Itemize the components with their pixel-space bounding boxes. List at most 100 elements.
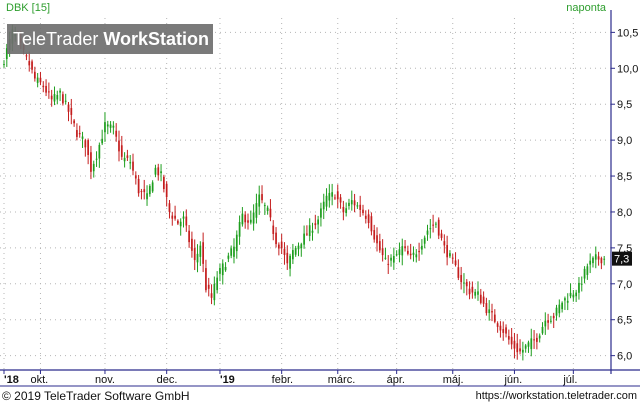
watermark-logo: TeleTrader WorkStation xyxy=(13,29,209,50)
candle-body xyxy=(244,214,247,223)
candle-body xyxy=(437,219,440,236)
candle-body xyxy=(283,248,286,255)
candle-body xyxy=(297,245,300,250)
y-tick-label: 8,0 xyxy=(617,207,632,219)
candle-body xyxy=(429,228,432,230)
candle-body xyxy=(269,208,272,218)
candle-body xyxy=(126,155,129,158)
candle-body xyxy=(311,230,314,233)
candle-body xyxy=(418,250,420,253)
candle-body xyxy=(516,343,519,353)
candle-body xyxy=(317,219,319,225)
candle-body xyxy=(199,245,202,257)
candle-body xyxy=(151,182,154,192)
candle-body xyxy=(507,336,510,340)
candle-body xyxy=(356,205,359,207)
candle-body xyxy=(415,254,418,258)
candle-body xyxy=(182,216,185,219)
candle-body xyxy=(191,238,193,251)
candle-body xyxy=(98,144,101,159)
x-tick-label: ápr. xyxy=(387,374,405,386)
y-tick-label: 6,5 xyxy=(617,315,632,327)
candle-body xyxy=(541,326,544,334)
candle-body xyxy=(398,249,401,255)
x-tick-label: márc. xyxy=(328,374,356,386)
candle-body xyxy=(303,233,305,245)
candle-body xyxy=(421,245,423,250)
candle-body xyxy=(479,294,482,303)
candle-body xyxy=(275,232,277,245)
candle-body xyxy=(76,130,78,137)
candle-body xyxy=(45,85,47,93)
candle-body xyxy=(146,193,148,200)
candle-body xyxy=(123,157,126,162)
candle-body xyxy=(364,215,367,219)
candle-body xyxy=(594,254,597,260)
candle-body xyxy=(381,248,384,256)
candle-body xyxy=(392,256,395,263)
x-tick-label: dec. xyxy=(157,374,178,386)
candle-body xyxy=(81,136,84,139)
candle-body xyxy=(140,191,143,193)
candle-body xyxy=(586,266,589,275)
period-label[interactable]: naponta xyxy=(566,2,606,14)
candle-body xyxy=(547,320,549,323)
candle-body xyxy=(477,291,479,295)
candle-body xyxy=(219,268,221,274)
copyright-text: © 2019 TeleTrader Software GmbH xyxy=(2,389,190,403)
y-tick-label: 6,0 xyxy=(617,351,632,363)
candle-body xyxy=(64,100,67,102)
candle-body xyxy=(370,216,373,232)
candle-body xyxy=(533,339,535,341)
candle-body xyxy=(446,245,449,258)
candle-body xyxy=(168,203,171,212)
candle-body xyxy=(468,288,471,295)
candle-body xyxy=(457,267,460,278)
candle-body xyxy=(241,213,244,225)
candle-body xyxy=(412,252,415,255)
candle-body xyxy=(286,252,289,264)
candle-body xyxy=(154,167,157,175)
candle-body xyxy=(238,222,241,237)
candle-body xyxy=(185,216,188,226)
candle-body xyxy=(112,125,115,128)
candle-body xyxy=(261,194,263,201)
candle-body xyxy=(519,348,521,352)
candle-body xyxy=(33,71,36,79)
candle-body xyxy=(148,185,151,195)
candle-body xyxy=(395,254,398,256)
candle-body xyxy=(213,283,216,301)
candle-body xyxy=(50,95,53,100)
candle-body xyxy=(210,293,213,298)
x-tick-label: okt. xyxy=(30,374,48,386)
candle-body xyxy=(474,291,477,296)
candle-body xyxy=(367,214,370,224)
candle-body xyxy=(502,329,505,333)
candle-body xyxy=(538,335,541,339)
x-tick-label: jún. xyxy=(503,374,522,386)
source-url[interactable]: https://workstation.teletrader.com xyxy=(475,390,637,402)
candle-body xyxy=(28,61,31,66)
candle-body xyxy=(109,124,112,128)
candle-body xyxy=(426,230,429,235)
candle-body xyxy=(249,219,252,223)
candle-body xyxy=(491,311,493,313)
candle-body xyxy=(106,124,109,127)
candle-body xyxy=(162,176,165,189)
candle-body xyxy=(306,233,308,235)
candle-body xyxy=(171,215,174,219)
candle-body xyxy=(120,145,123,157)
candle-body xyxy=(376,235,378,244)
candle-body xyxy=(600,258,603,264)
candle-body xyxy=(432,224,434,226)
candle-body xyxy=(334,197,336,199)
candle-body xyxy=(580,283,583,285)
candle-body xyxy=(92,163,95,172)
candle-body xyxy=(583,268,586,279)
candle-body xyxy=(87,140,90,155)
instrument-symbol[interactable]: DBK [15] xyxy=(6,2,51,14)
candle-body xyxy=(390,257,392,261)
last-value-text: 7,3 xyxy=(614,254,629,266)
candle-body xyxy=(443,241,446,246)
candle-body xyxy=(143,189,146,193)
